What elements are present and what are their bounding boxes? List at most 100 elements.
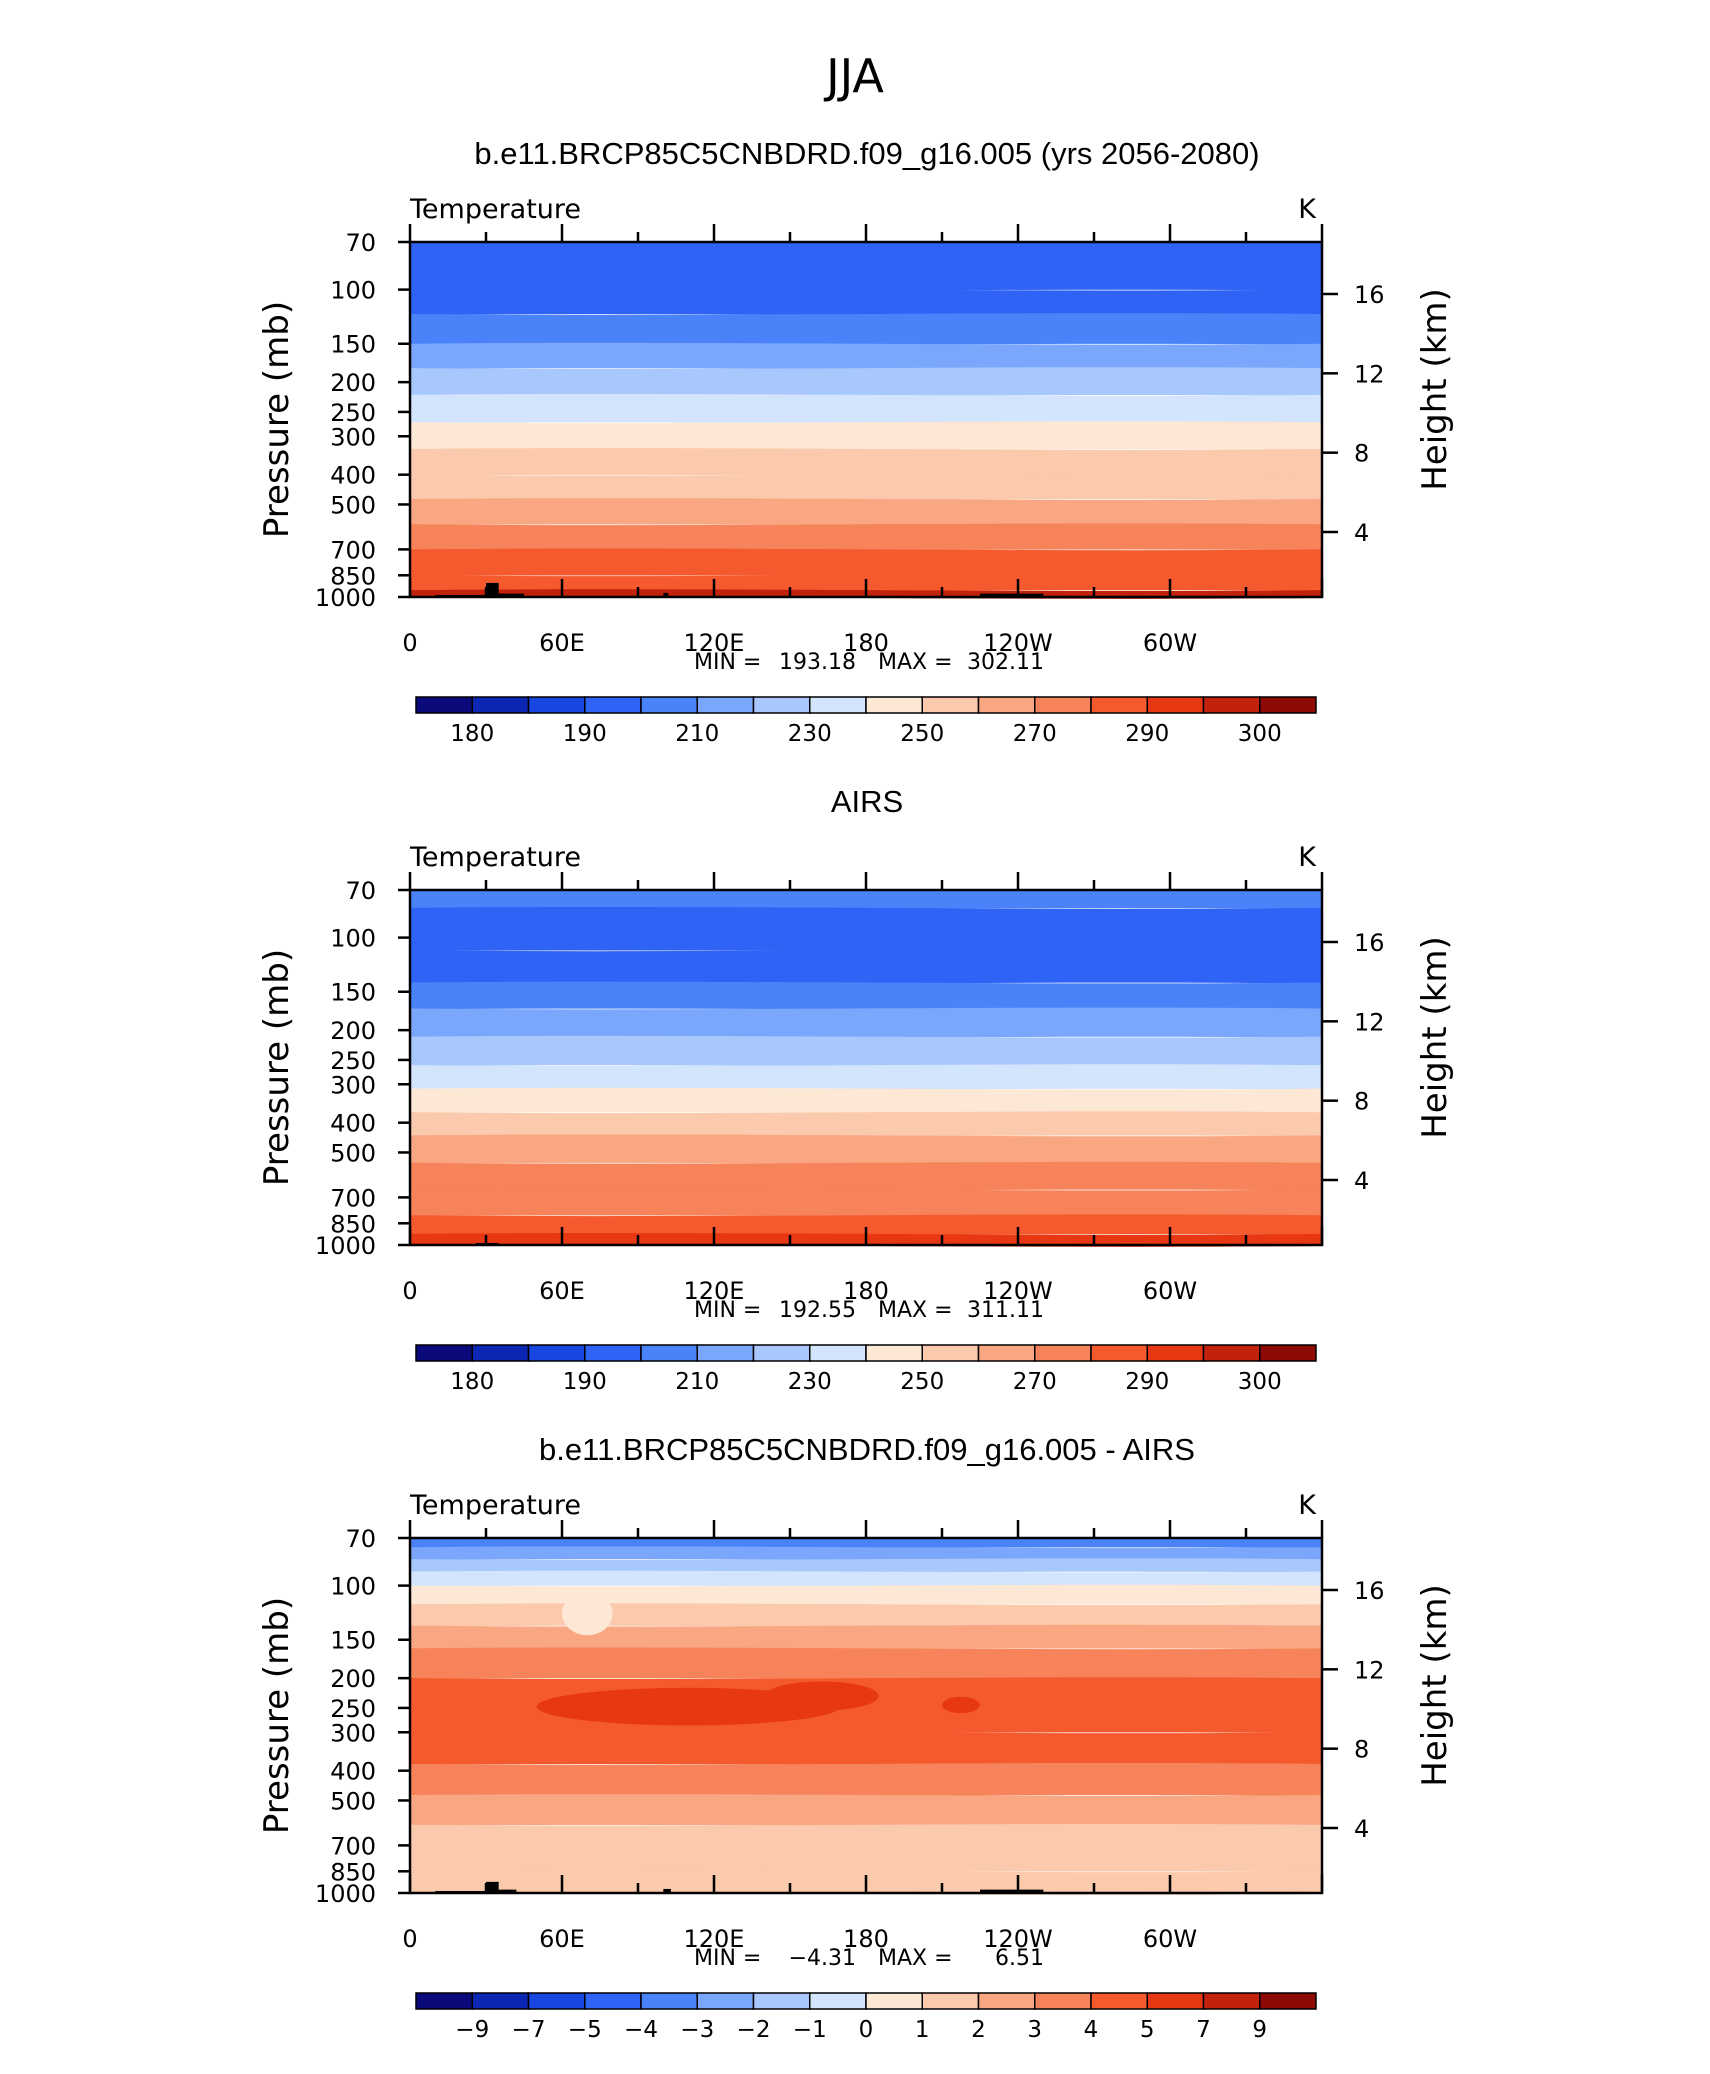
contour-band — [410, 1537, 1322, 1550]
y-axis-label: Pressure (mb) — [257, 301, 297, 538]
y-tick-label: 1000 — [315, 1232, 376, 1260]
topography-mask — [486, 1881, 499, 1893]
colorbar-label: 9 — [1252, 2017, 1267, 2043]
contour-band — [410, 1188, 1322, 1218]
colorbar-box — [977, 1992, 1036, 2010]
contour-band — [410, 1584, 1322, 1607]
colorbar-label: 250 — [900, 1369, 944, 1395]
x-tick-label: 120W — [983, 1277, 1053, 1305]
y-tick-label: 700 — [330, 1832, 376, 1860]
contour-band — [410, 448, 1322, 477]
contour-band — [410, 949, 1322, 985]
contour-band — [410, 1035, 1322, 1068]
y-tick-label: 250 — [330, 1047, 376, 1075]
topography-mask — [663, 1888, 671, 1893]
colorbar-box — [921, 696, 980, 714]
y-axis-label: Pressure (mb) — [257, 1597, 297, 1834]
y-tick-label: 70 — [345, 1525, 376, 1553]
topography-mask — [498, 593, 524, 597]
min-value: 193.18 — [779, 650, 856, 675]
x-tick-label: 180 — [843, 1925, 889, 1953]
units-label: K — [1298, 194, 1317, 225]
right-tick-label: 4 — [1354, 519, 1369, 547]
contour-band — [410, 981, 1322, 1011]
min-label: MIN = — [694, 1946, 761, 1971]
colorbar-box — [471, 1344, 530, 1362]
y-tick-label: 200 — [330, 1017, 376, 1045]
colorbar-box — [1090, 1344, 1148, 1362]
x-tick-label: 60E — [539, 1277, 585, 1305]
contour-patch — [764, 1681, 879, 1711]
contour-band — [410, 1546, 1322, 1561]
y-tick-label: 300 — [330, 423, 376, 451]
colorbar-label: 300 — [1238, 721, 1282, 747]
colorbar-label: −1 — [793, 2017, 827, 2043]
colorbar-label: 190 — [563, 1369, 607, 1395]
contour-band — [410, 548, 1322, 578]
y-tick-label: 100 — [330, 1573, 376, 1601]
colorbar-label: 190 — [563, 721, 607, 747]
y-tick-label: 300 — [330, 1071, 376, 1099]
right-axis-label: Height (km) — [1415, 936, 1455, 1139]
contour-band — [410, 498, 1322, 527]
colorbar-box — [752, 696, 811, 714]
y-tick-label: 400 — [330, 1110, 376, 1138]
right-tick-label: 16 — [1354, 929, 1385, 957]
right-tick-label: 8 — [1354, 1736, 1369, 1764]
y-tick-label: 150 — [330, 331, 376, 359]
contour-band — [410, 1087, 1322, 1115]
contour-band — [410, 288, 1322, 316]
max-value: 302.11 — [967, 650, 1044, 675]
x-tick-label: 120W — [983, 629, 1053, 657]
right-tick-label: 12 — [1354, 360, 1385, 388]
contour-band — [410, 906, 1322, 953]
y-tick-label: 200 — [330, 1665, 376, 1693]
right-tick-label: 4 — [1354, 1815, 1369, 1843]
x-tick-label: 60W — [1143, 629, 1197, 657]
contour-patch — [536, 1687, 841, 1726]
colorbar-box — [809, 696, 867, 714]
colorbar-box — [415, 696, 473, 714]
colorbar-box — [696, 696, 755, 714]
y-tick-label: 400 — [330, 462, 376, 490]
y-tick-label: 250 — [330, 1695, 376, 1723]
colorbar-label: 300 — [1238, 1369, 1282, 1395]
topography-mask — [486, 582, 499, 597]
colorbar-box — [752, 1344, 811, 1362]
x-tick-label: 0 — [402, 629, 417, 657]
colorbar-box — [415, 1992, 473, 2010]
colorbar-box — [584, 696, 642, 714]
contour-band — [410, 342, 1322, 370]
x-tick-label: 120E — [684, 1925, 745, 1953]
contour-patch — [942, 1696, 980, 1714]
colorbar-label: 5 — [1140, 2017, 1155, 2043]
units-label: K — [1298, 1490, 1317, 1521]
contour-band — [410, 1570, 1322, 1588]
max-value: 311.11 — [967, 1298, 1044, 1323]
right-tick-label: 8 — [1354, 1088, 1369, 1116]
y-tick-label: 100 — [330, 925, 376, 953]
y-tick-label: 500 — [330, 1787, 376, 1815]
colorbar-label: −3 — [680, 2017, 714, 2043]
right-tick-label: 4 — [1354, 1167, 1369, 1195]
colorbar-box — [977, 1344, 1036, 1362]
x-tick-label: 60W — [1143, 1925, 1197, 1953]
max-label: MAX = — [878, 650, 953, 675]
y-axis-label: Pressure (mb) — [257, 949, 297, 1186]
x-tick-label: 60E — [539, 629, 585, 657]
colorbar-box — [527, 1344, 586, 1362]
contour-band — [410, 1161, 1322, 1192]
contour-band — [410, 889, 1322, 910]
figure-title: JJA — [823, 49, 884, 103]
variable-label: Temperature — [409, 842, 581, 873]
contour-band — [410, 241, 1322, 292]
y-tick-label: 200 — [330, 369, 376, 397]
colorbar-label: −2 — [737, 2017, 771, 2043]
y-tick-label: 400 — [330, 1758, 376, 1786]
contour-band — [410, 1823, 1322, 1874]
contour-band — [410, 1762, 1322, 1797]
colorbar-box — [696, 1344, 755, 1362]
colorbar-label: 290 — [1125, 721, 1169, 747]
topography-mask — [980, 593, 1044, 597]
